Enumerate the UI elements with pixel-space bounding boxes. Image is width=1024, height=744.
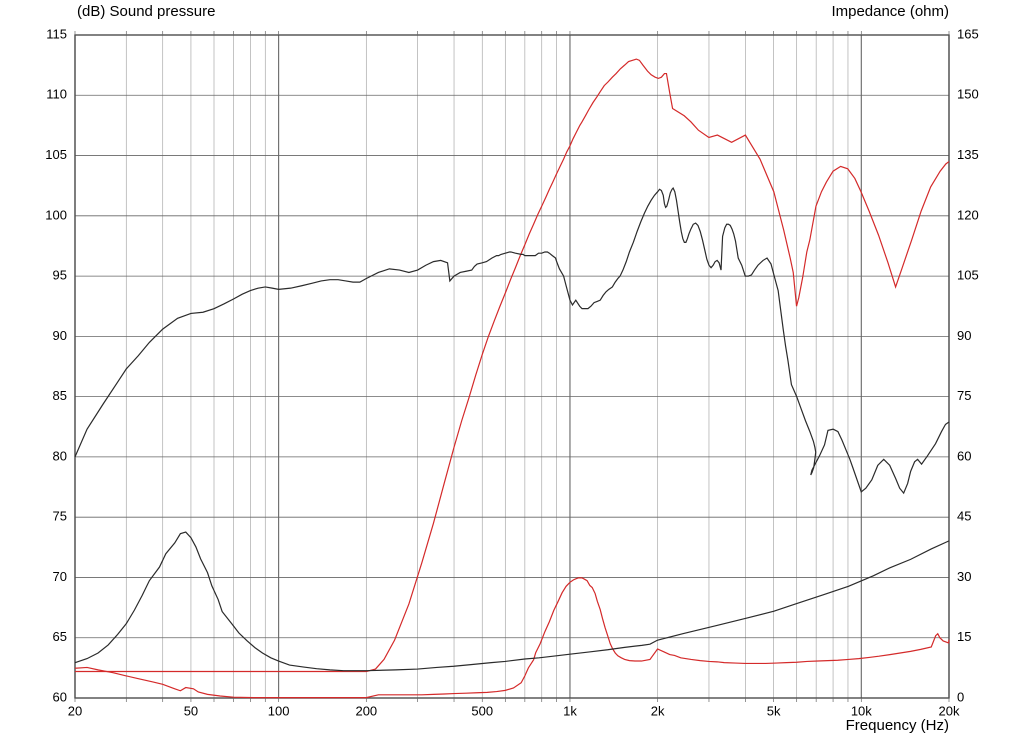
svg-text:20: 20 (68, 704, 82, 719)
svg-text:85: 85 (53, 388, 67, 403)
svg-text:115: 115 (46, 26, 67, 41)
svg-text:1k: 1k (563, 704, 577, 719)
svg-text:70: 70 (53, 569, 67, 584)
svg-text:(dB) Sound pressure: (dB) Sound pressure (77, 3, 215, 20)
svg-text:65: 65 (53, 629, 67, 644)
svg-text:100: 100 (45, 207, 67, 222)
svg-text:150: 150 (957, 87, 979, 102)
svg-text:75: 75 (957, 388, 971, 403)
svg-text:120: 120 (957, 207, 979, 222)
svg-text:90: 90 (53, 328, 67, 343)
svg-text:15: 15 (957, 629, 971, 644)
svg-text:100: 100 (268, 704, 290, 719)
svg-text:90: 90 (957, 328, 971, 343)
svg-text:105: 105 (957, 268, 979, 283)
svg-text:45: 45 (957, 509, 971, 524)
svg-text:165: 165 (957, 26, 979, 41)
svg-text:135: 135 (957, 147, 979, 162)
svg-text:Impedance (ohm): Impedance (ohm) (831, 3, 949, 20)
svg-text:200: 200 (355, 704, 377, 719)
svg-text:60: 60 (957, 448, 971, 463)
svg-text:50: 50 (184, 704, 198, 719)
svg-text:105: 105 (45, 147, 67, 162)
svg-text:60: 60 (53, 689, 67, 704)
svg-text:75: 75 (53, 509, 67, 524)
svg-text:80: 80 (53, 448, 67, 463)
svg-text:0: 0 (957, 689, 964, 704)
svg-text:110: 110 (46, 87, 67, 102)
svg-text:5k: 5k (767, 704, 781, 719)
svg-text:Frequency (Hz): Frequency (Hz) (846, 717, 949, 734)
svg-text:500: 500 (471, 704, 493, 719)
svg-text:30: 30 (957, 569, 971, 584)
svg-text:95: 95 (53, 268, 67, 283)
svg-text:2k: 2k (651, 704, 665, 719)
